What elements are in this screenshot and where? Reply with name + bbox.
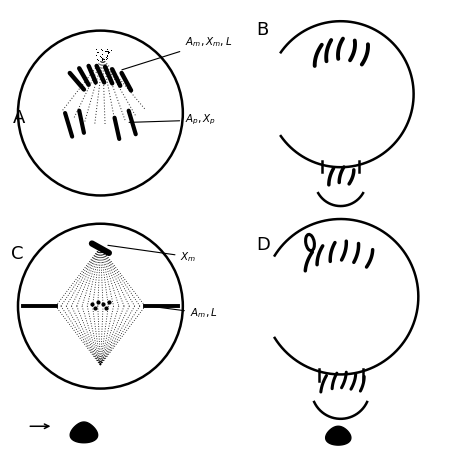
- Polygon shape: [70, 422, 98, 443]
- Polygon shape: [326, 426, 351, 445]
- Text: $X_m$: $X_m$: [108, 245, 197, 264]
- Text: A: A: [13, 109, 26, 127]
- Text: $A_p,X_p$: $A_p,X_p$: [129, 113, 217, 127]
- Text: $A_m,X_m,L$: $A_m,X_m,L$: [122, 35, 232, 70]
- Text: C: C: [11, 245, 23, 263]
- Text: B: B: [256, 21, 268, 39]
- Text: $A_m,L$: $A_m,L$: [153, 306, 218, 320]
- Text: D: D: [256, 236, 270, 253]
